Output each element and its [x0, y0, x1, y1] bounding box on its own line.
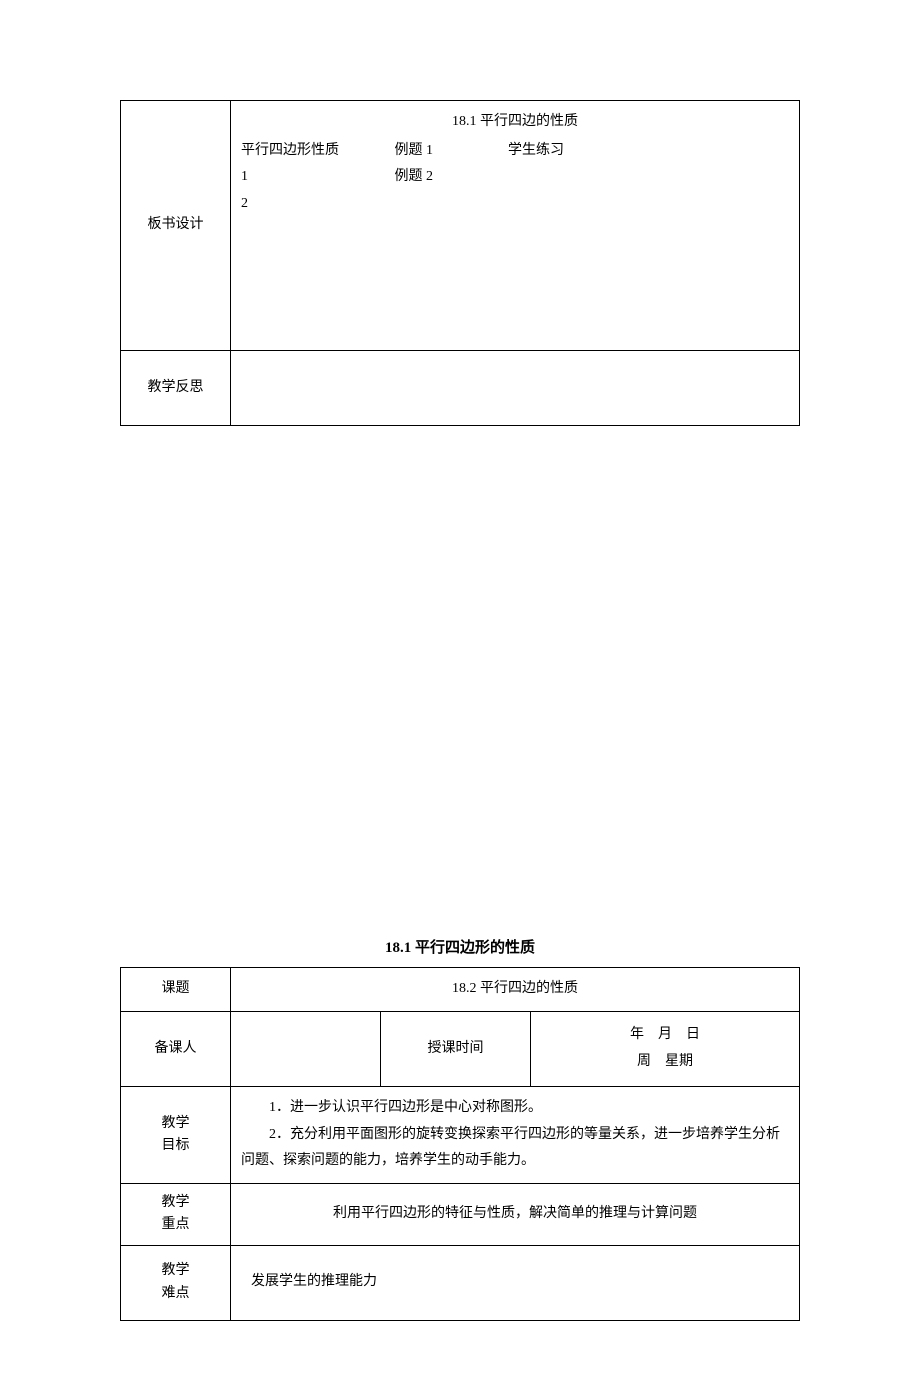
objective-label: 教学 目标 — [121, 1087, 231, 1184]
difficulty-value: 发展学生的推理能力 — [231, 1245, 800, 1320]
reflection-content — [231, 351, 800, 426]
board-title: 18.1 平行四边的性质 — [241, 109, 789, 136]
teach-time-label: 授课时间 — [381, 1012, 531, 1087]
objective-value: 1．进一步认识平行四边形是中心对称图形。 2．充分利用平面图形的旋转变换探索平行… — [231, 1087, 800, 1184]
preparer-label: 备课人 — [121, 1012, 231, 1087]
objective-p1: 1．进一步认识平行四边形是中心对称图形。 — [241, 1095, 789, 1122]
keypoint-value: 利用平行四边形的特征与性质，解决简单的推理与计算问题 — [231, 1183, 800, 1245]
board-design-label: 板书设计 — [121, 101, 231, 351]
topic-value: 18.2 平行四边的性质 — [231, 968, 800, 1012]
section-heading: 18.1 平行四边形的性质 — [120, 936, 800, 957]
lesson-plan-table: 课题 18.2 平行四边的性质 备课人 授课时间 年 月 日 周 星期 教学 目… — [120, 967, 800, 1321]
objective-p2: 2．充分利用平面图形的旋转变换探索平行四边形的等量关系，进一步培养学生分析问题、… — [241, 1122, 789, 1175]
keypoint-label: 教学 重点 — [121, 1183, 231, 1245]
board-col3-line1: 学生练习 — [508, 138, 628, 165]
topic-label: 课题 — [121, 968, 231, 1012]
board-col1-line2: 1 — [241, 164, 391, 191]
board-col1-line3: 2 — [241, 191, 391, 218]
difficulty-label: 教学 难点 — [121, 1245, 231, 1320]
preparer-value — [231, 1012, 381, 1087]
date-line2: 周 星期 — [541, 1049, 789, 1076]
date-line1: 年 月 日 — [541, 1022, 789, 1049]
board-col2-line3: 例题 2 — [395, 164, 505, 191]
board-col2-line1: 例题 1 — [395, 138, 505, 165]
board-col1-line1: 平行四边形性质 — [241, 138, 391, 165]
board-design-table: 板书设计 18.1 平行四边的性质 平行四边形性质 1 2 例题 1 例题 2 — [120, 100, 800, 426]
teach-time-value: 年 月 日 周 星期 — [531, 1012, 800, 1087]
board-design-content: 18.1 平行四边的性质 平行四边形性质 1 2 例题 1 例题 2 学生练习 — [231, 101, 800, 351]
reflection-label: 教学反思 — [121, 351, 231, 426]
